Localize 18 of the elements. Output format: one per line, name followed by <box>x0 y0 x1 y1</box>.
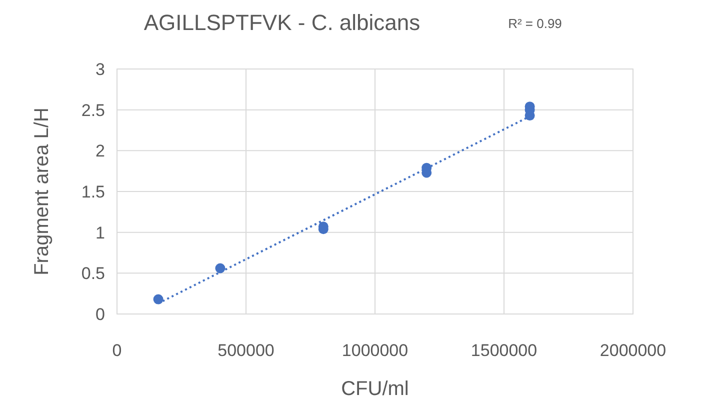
x-tick-label: 1500000 <box>470 341 538 360</box>
y-tick-label: 2.5 <box>81 100 105 120</box>
point <box>215 263 226 274</box>
x-tick-label: 2000000 <box>600 341 666 360</box>
point <box>153 294 164 304</box>
x-tick-label: 500000 <box>218 341 274 360</box>
y-tick-label: 1.5 <box>81 182 105 202</box>
x-tick-label: 0 <box>112 341 122 360</box>
text: R² = 0.99 <box>508 16 562 31</box>
chart-title: AGILLSPTFVK - C. albicans <box>144 10 420 35</box>
y-tick-label: 0.5 <box>81 264 105 284</box>
x-axis-title: CFU/ml <box>341 378 409 400</box>
y-axis-title: Fragment area L/H <box>31 108 53 276</box>
y-tick-label: 1 <box>96 223 105 242</box>
y-tick-label: 0 <box>96 304 105 324</box>
y-tick-label: 2 <box>96 142 105 161</box>
y-tick-label: 3 <box>96 60 105 79</box>
x-tick-label: 1000000 <box>342 341 408 360</box>
